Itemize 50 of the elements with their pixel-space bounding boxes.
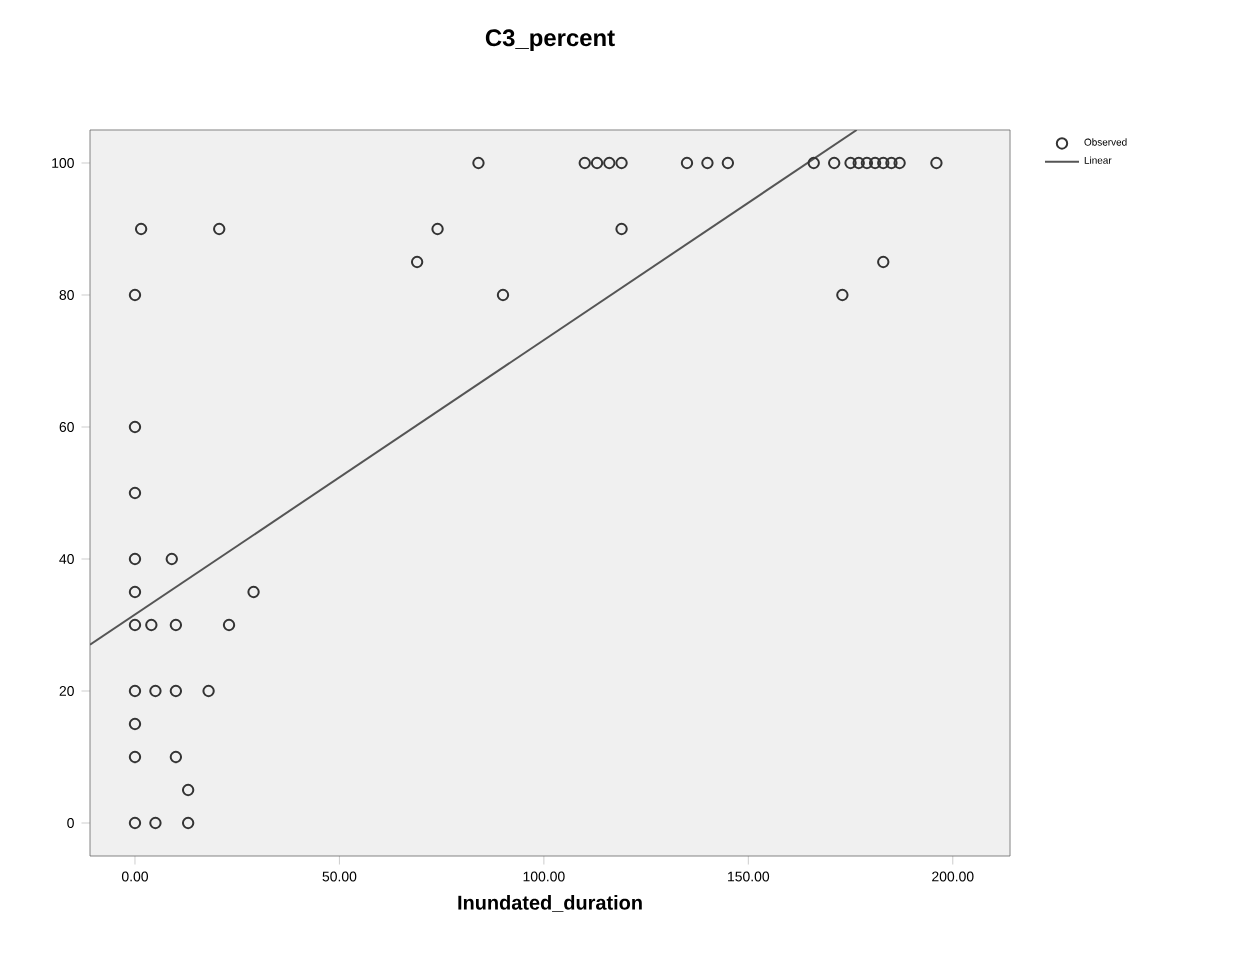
point bbox=[128, 618, 142, 632]
point bbox=[615, 222, 628, 236]
point bbox=[149, 816, 162, 830]
point bbox=[431, 222, 444, 236]
point bbox=[410, 255, 424, 269]
x-axis-title: Inundated_duration bbox=[458, 895, 642, 912]
point bbox=[852, 156, 865, 170]
point bbox=[145, 618, 158, 632]
point bbox=[877, 255, 890, 269]
point bbox=[844, 156, 857, 170]
point bbox=[134, 222, 148, 236]
point bbox=[128, 288, 142, 302]
point bbox=[202, 684, 215, 698]
point bbox=[860, 156, 874, 170]
point bbox=[222, 618, 236, 632]
point bbox=[828, 156, 841, 170]
point bbox=[128, 585, 142, 599]
point bbox=[165, 552, 178, 566]
point bbox=[181, 816, 195, 830]
point bbox=[836, 288, 849, 302]
point bbox=[930, 156, 943, 170]
point bbox=[247, 585, 260, 599]
point bbox=[128, 552, 142, 566]
point bbox=[603, 156, 616, 170]
point bbox=[496, 288, 510, 302]
point bbox=[213, 222, 226, 236]
point bbox=[472, 156, 485, 170]
point bbox=[169, 750, 183, 764]
point bbox=[885, 156, 898, 170]
point bbox=[868, 156, 882, 170]
point bbox=[128, 816, 142, 830]
point bbox=[721, 156, 735, 170]
point bbox=[128, 684, 142, 698]
point bbox=[807, 156, 820, 170]
point bbox=[615, 156, 628, 170]
point bbox=[149, 684, 162, 698]
chart-title: C3_percent bbox=[485, 29, 615, 51]
point bbox=[128, 486, 142, 500]
point bbox=[128, 420, 142, 434]
point bbox=[128, 750, 142, 764]
point bbox=[877, 156, 890, 170]
point bbox=[680, 156, 694, 170]
point bbox=[169, 618, 183, 632]
point bbox=[578, 156, 591, 170]
point bbox=[590, 156, 604, 170]
point bbox=[169, 684, 183, 698]
point bbox=[128, 717, 142, 731]
point bbox=[701, 156, 714, 170]
point bbox=[893, 156, 906, 170]
point bbox=[181, 783, 195, 797]
